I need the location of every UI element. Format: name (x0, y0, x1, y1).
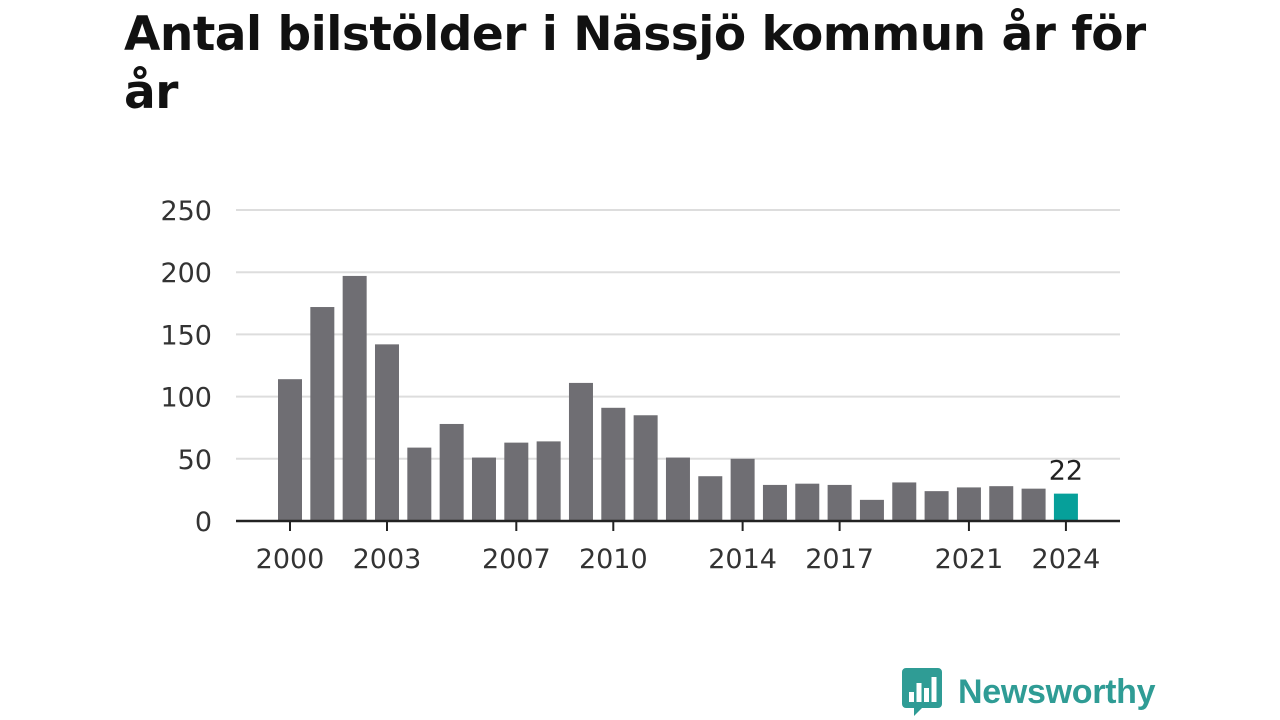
bar-2018 (859, 499, 884, 521)
x-tick-label: 2021 (935, 544, 1004, 575)
x-tick-label: 2003 (353, 544, 422, 575)
bar-chart-speech-bubble-icon (902, 668, 942, 716)
bar-2003 (374, 344, 399, 521)
bar-2013 (698, 476, 723, 521)
y-tick-label: 250 (160, 196, 212, 227)
x-tick-label: 2007 (482, 544, 551, 575)
x-tick-label: 2000 (256, 544, 325, 575)
data-label: 22 (1049, 456, 1083, 487)
y-tick-label: 50 (178, 445, 212, 476)
bar-2024 (1053, 493, 1078, 521)
brand-name: Newsworthy (958, 672, 1156, 711)
gridlines (236, 209, 1120, 460)
bar-2022 (989, 486, 1014, 521)
bar-2008 (536, 441, 561, 521)
y-tick-label: 150 (160, 320, 212, 351)
x-tick-label: 2010 (579, 544, 648, 575)
bar-2019 (892, 482, 917, 521)
newsworthy-logo: Newsworthy (902, 668, 1156, 716)
bar-2007 (504, 442, 529, 521)
bar-2021 (956, 487, 981, 521)
x-tick-label: 2014 (708, 544, 777, 575)
bar-2012 (665, 457, 690, 521)
bar-2017 (827, 484, 852, 521)
y-tick-label: 200 (160, 258, 212, 289)
bars (278, 275, 1078, 521)
y-tick-label: 100 (160, 383, 212, 414)
bar-2004 (407, 447, 432, 521)
bar-2005 (439, 423, 464, 521)
data-labels: 22 (1049, 456, 1083, 487)
chart-title: Antal bilstölder i Nässjö kommun år för … (124, 7, 1146, 120)
bar-2014 (730, 458, 755, 521)
bar-2006 (471, 457, 496, 521)
y-tick-label: 0 (195, 507, 212, 538)
bar-2009 (568, 382, 593, 521)
bar-2015 (762, 484, 787, 521)
bar-2020 (924, 491, 949, 521)
bar-2010 (601, 407, 626, 521)
x-tick-label: 2017 (805, 544, 874, 575)
y-axis-tick-labels: 0 50 100 150 200 250 (160, 196, 212, 538)
bar-2023 (1021, 488, 1046, 521)
x-tick-label: 2024 (1032, 544, 1101, 575)
x-axis-tick-labels: 2000 2003 2007 2010 2014 2017 2021 2024 (256, 521, 1101, 575)
bar-2001 (310, 307, 335, 521)
bar-2000 (278, 379, 302, 521)
bar-2011 (633, 415, 658, 521)
bar-2002 (342, 275, 367, 521)
bar-2016 (795, 483, 820, 521)
